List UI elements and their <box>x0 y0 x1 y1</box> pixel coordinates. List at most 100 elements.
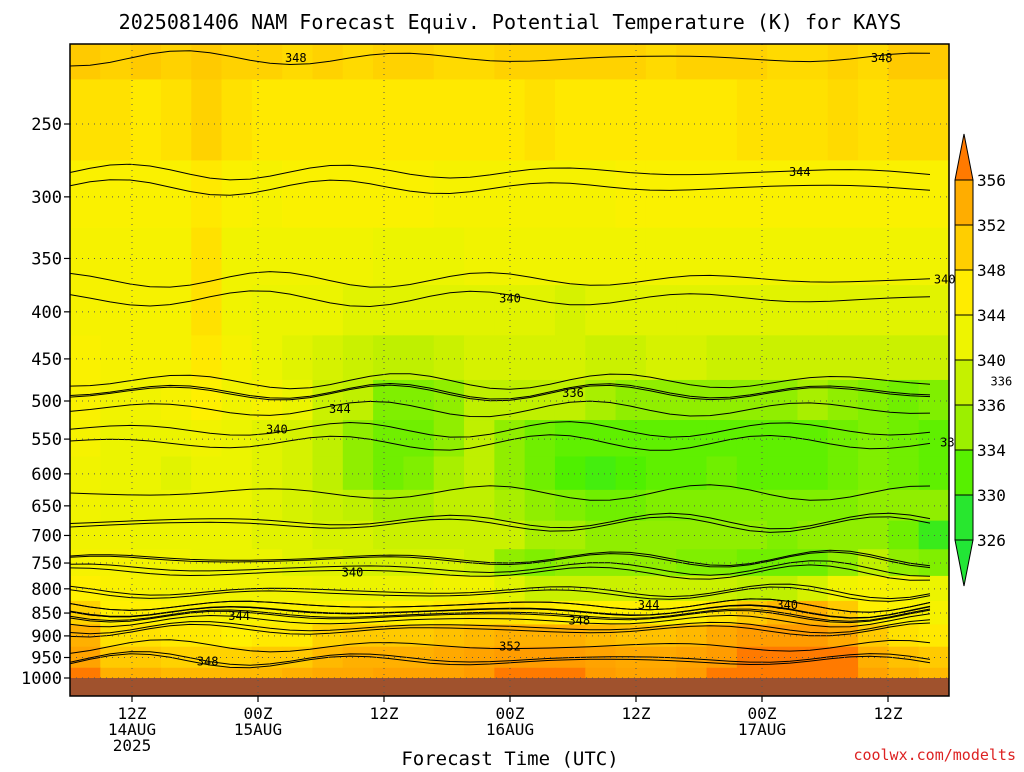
heatmap-cell <box>160 456 192 491</box>
heatmap-cell <box>282 160 314 229</box>
heatmap-cell <box>70 624 101 648</box>
heatmap-cell <box>403 44 435 81</box>
heatmap-cell <box>130 227 162 286</box>
heatmap-cell <box>858 489 889 522</box>
heatmap-cell <box>918 44 950 81</box>
heatmap-cell <box>100 624 132 648</box>
colorbar-swatch <box>954 314 974 361</box>
heatmap-cell <box>494 335 526 381</box>
heatmap-cell <box>858 160 889 229</box>
heatmap-cell <box>554 379 586 421</box>
heatmap-cell <box>494 420 526 458</box>
heatmap-cell <box>524 160 556 229</box>
heatmap-cell <box>160 285 192 336</box>
heatmap-cell <box>676 160 708 229</box>
heatmap-cell <box>888 520 920 550</box>
heatmap-cell <box>251 420 283 458</box>
heatmap-cell <box>645 667 677 679</box>
heatmap-cell <box>615 646 647 669</box>
colorbar-swatch <box>954 494 974 541</box>
heatmap-cell <box>464 667 495 679</box>
contour-line <box>69 564 931 581</box>
y-tick-label: 400 <box>31 303 62 323</box>
heatmap-cell <box>827 44 859 81</box>
heatmap-cell <box>585 520 617 550</box>
heatmap-cell <box>221 646 253 669</box>
heatmap-cell <box>312 575 344 602</box>
heatmap-cell <box>191 624 223 648</box>
heatmap-cell <box>858 227 889 286</box>
heatmap-cell <box>312 667 344 679</box>
contour-line <box>69 421 931 438</box>
heatmap-cell <box>312 549 344 577</box>
heatmap-cell <box>706 624 738 648</box>
heatmap-cell <box>191 667 223 679</box>
contour-line <box>69 384 931 402</box>
colorbar-tick-label: 336 <box>977 396 1006 415</box>
heatmap-cell <box>524 335 556 381</box>
heatmap-cell <box>736 646 768 669</box>
heatmap-cell <box>403 79 435 162</box>
heatmap-cell <box>191 379 223 421</box>
heatmap-cell <box>524 624 556 648</box>
y-tick-label: 350 <box>31 250 62 270</box>
credit-link[interactable]: coolwx.com/modelts <box>853 746 1016 764</box>
heatmap-cell <box>918 285 950 336</box>
heatmap-cell <box>312 160 344 229</box>
heatmap-cell <box>312 420 344 458</box>
heatmap-cell <box>888 646 920 669</box>
heatmap-cell <box>554 520 586 550</box>
heatmap-cell <box>706 79 738 162</box>
heatmap-cell <box>888 160 920 229</box>
contour-line <box>69 549 931 567</box>
heatmap-cell <box>312 79 344 162</box>
heatmap-cell <box>433 549 465 577</box>
heatmap-cell <box>615 456 647 491</box>
heatmap-cell <box>797 335 829 381</box>
heatmap-cell <box>312 44 344 81</box>
colorbar-swatch <box>954 179 974 226</box>
heatmap-cell <box>464 624 495 648</box>
heatmap-cell <box>736 456 768 491</box>
colorbar-swatch <box>954 449 974 496</box>
heatmap-cell <box>251 667 283 679</box>
heatmap-cell <box>706 160 738 229</box>
y-tick-label: 450 <box>31 350 62 370</box>
heatmap-cell <box>524 667 556 679</box>
heatmap-cell <box>494 79 526 162</box>
heatmap-cell <box>464 285 495 336</box>
heatmap-cell <box>736 489 768 522</box>
heatmap-cell <box>130 335 162 381</box>
heatmap-cell <box>160 549 192 577</box>
contour-line <box>69 551 931 569</box>
heatmap-cell <box>858 600 889 626</box>
contour-line <box>69 604 931 619</box>
contour-label: 340 <box>776 598 798 612</box>
heatmap-cell <box>615 624 647 648</box>
heatmap-cell <box>676 667 708 679</box>
heatmap-cell <box>918 379 950 421</box>
heatmap-cell <box>706 285 738 336</box>
colorbar-tick-label: 356 <box>977 171 1006 190</box>
y-tick-label: 600 <box>31 465 62 485</box>
heatmap-cell <box>70 335 101 381</box>
heatmap-cell <box>70 646 101 669</box>
heatmap-cell <box>615 227 647 286</box>
heatmap-cell <box>797 44 829 81</box>
contour-label: 344 <box>789 165 811 179</box>
heatmap-cell <box>676 79 708 162</box>
contour-line <box>69 608 931 622</box>
x-tick-label: 12Z <box>370 704 399 723</box>
contour-label: 352 <box>499 639 521 653</box>
heatmap-cell <box>70 456 101 491</box>
colorbar-tick-label: 340 <box>977 351 1006 370</box>
heatmap-cell <box>524 646 556 669</box>
heatmap-cell <box>373 227 405 286</box>
heatmap-cell <box>403 227 435 286</box>
heatmap-cell <box>585 646 617 669</box>
heatmap-cell <box>342 285 374 336</box>
heatmap-cell <box>585 489 617 522</box>
heatmap-cell <box>888 79 920 162</box>
heatmap-cell <box>342 160 374 229</box>
heatmap-cell <box>888 335 920 381</box>
